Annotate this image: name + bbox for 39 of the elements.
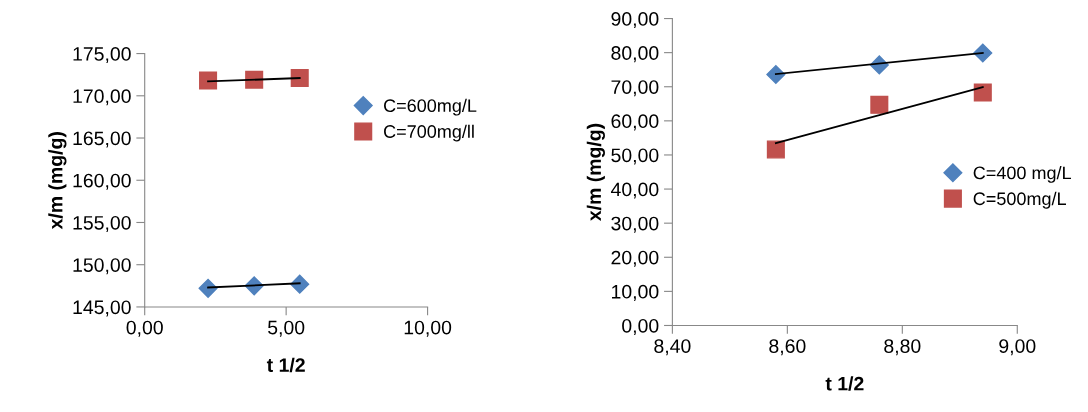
x-tick-label: 8,40 bbox=[654, 339, 691, 356]
x-axis-title: t 1/2 bbox=[266, 357, 305, 373]
point bbox=[198, 278, 218, 298]
y-tick-label: 80,00 bbox=[611, 46, 659, 63]
x-tick-label: 8,60 bbox=[769, 339, 806, 356]
point bbox=[870, 95, 889, 114]
y-tick-label: 90,00 bbox=[611, 12, 659, 29]
y-tick-label: 40,00 bbox=[610, 182, 659, 199]
legend-label: C=700mg/ll bbox=[384, 124, 474, 142]
x-axis-title: t 1/2 bbox=[825, 376, 864, 391]
legend-label: C=600mg/L bbox=[384, 98, 477, 116]
y-tick-label: 50,00 bbox=[611, 148, 659, 165]
point bbox=[766, 64, 786, 85]
x-tick-label: 10,00 bbox=[404, 320, 452, 337]
y-tick-label: 170,00 bbox=[73, 89, 131, 106]
point bbox=[290, 69, 309, 88]
y-tick-label: 70,00 bbox=[611, 80, 659, 97]
x-tick-label: 5,00 bbox=[268, 320, 305, 337]
x-tick-label: 8,80 bbox=[884, 339, 921, 356]
x-tick-label: 9,00 bbox=[999, 339, 1036, 356]
legend-label: C=500mg/L bbox=[973, 191, 1066, 209]
point bbox=[199, 71, 218, 90]
y-axis-title: x/m (mg/g) bbox=[586, 123, 605, 222]
point bbox=[290, 274, 310, 294]
y-tick-label: 30,00 bbox=[611, 216, 659, 233]
y-tick-label: 10,00 bbox=[612, 284, 659, 301]
y-tick-label: 155,00 bbox=[73, 215, 131, 233]
point bbox=[766, 140, 785, 159]
y-tick-label: 175,00 bbox=[73, 47, 131, 64]
y-tick-label: 20,00 bbox=[611, 250, 659, 267]
y-tick-label: 165,00 bbox=[73, 131, 131, 148]
y-tick-label: 150,00 bbox=[73, 258, 131, 275]
y-tick-label: 160,00 bbox=[73, 173, 131, 190]
y-axis-title: x/m (mg/g) bbox=[48, 132, 67, 230]
y-tick-label: 145,00 bbox=[73, 300, 131, 317]
point bbox=[973, 83, 992, 102]
x-tick-label: 0,00 bbox=[126, 320, 163, 337]
legend-label: C=400 mg/L bbox=[973, 166, 1072, 183]
y-tick-label: 60,00 bbox=[611, 114, 659, 131]
